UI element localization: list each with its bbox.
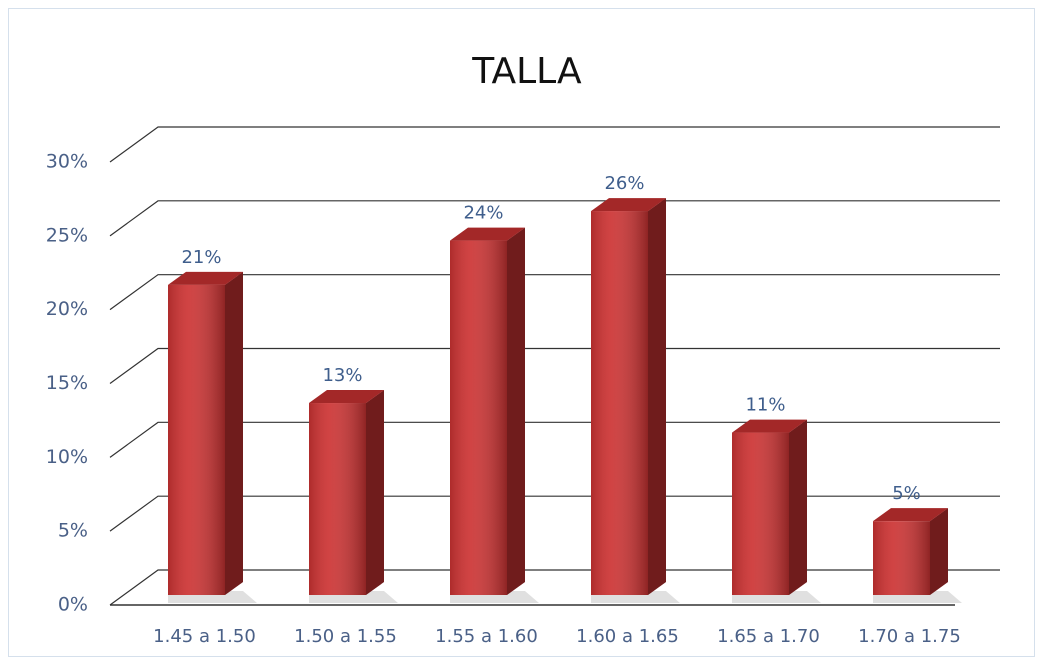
bar-side-shade bbox=[366, 390, 384, 595]
bar-side bbox=[225, 271, 243, 595]
bar-top bbox=[873, 508, 948, 522]
grid-line bbox=[109, 421, 1000, 458]
bar-side bbox=[930, 508, 948, 595]
value-label: 13% bbox=[322, 365, 362, 386]
x-tick-label: 1.60 a 1.65 bbox=[576, 626, 679, 647]
bar-top-shade bbox=[591, 198, 666, 212]
bar-shade bbox=[732, 432, 789, 595]
bar-side bbox=[648, 198, 666, 596]
bar-top-shade bbox=[450, 227, 525, 241]
bar-top-shade bbox=[732, 419, 807, 433]
bar-top-shade bbox=[873, 508, 948, 522]
y-tick-label: 0% bbox=[58, 594, 88, 616]
bar-side-shade bbox=[789, 419, 807, 595]
y-tick-label: 20% bbox=[46, 298, 88, 320]
bar-shade bbox=[309, 403, 366, 595]
bar-side-shade bbox=[930, 508, 948, 595]
bar-side bbox=[366, 390, 384, 595]
bar-top-shade bbox=[168, 271, 243, 285]
bar-top bbox=[309, 390, 384, 404]
value-label: 5% bbox=[892, 483, 921, 504]
bar-shade bbox=[168, 284, 225, 595]
grid-line bbox=[109, 274, 1000, 311]
chart-title: TALLA bbox=[471, 51, 582, 92]
y-tick-label: 30% bbox=[46, 151, 88, 173]
bar-top bbox=[168, 271, 243, 285]
x-tick-label: 1.65 a 1.70 bbox=[717, 626, 820, 647]
bar-top bbox=[732, 419, 807, 433]
bar-side bbox=[789, 419, 807, 595]
grid-line bbox=[109, 126, 1000, 163]
grid-line bbox=[109, 200, 1000, 237]
value-label: 26% bbox=[604, 173, 644, 194]
bar-side-shade bbox=[648, 198, 666, 596]
value-label: 21% bbox=[181, 247, 221, 268]
x-tick-label: 1.70 a 1.75 bbox=[858, 626, 961, 647]
y-tick-label: 15% bbox=[46, 372, 88, 394]
bar-top-shade bbox=[309, 390, 384, 404]
value-label: 11% bbox=[745, 395, 785, 416]
value-label: 24% bbox=[463, 203, 503, 224]
bar-side bbox=[507, 227, 525, 595]
x-tick-label: 1.50 a 1.55 bbox=[294, 626, 397, 647]
bar-side-shade bbox=[225, 271, 243, 595]
bar-top bbox=[450, 227, 525, 241]
y-tick-label: 10% bbox=[46, 446, 88, 468]
y-tick-label: 5% bbox=[58, 520, 88, 542]
bar-side-shade bbox=[507, 227, 525, 595]
x-tick-label: 1.55 a 1.60 bbox=[435, 626, 538, 647]
bar-shade bbox=[873, 521, 930, 595]
grid-line bbox=[109, 495, 1000, 532]
bar-shade bbox=[591, 211, 648, 596]
x-tick-label: 1.45 a 1.50 bbox=[153, 626, 256, 647]
grid-line bbox=[109, 569, 1000, 606]
bar-top bbox=[591, 198, 666, 212]
bar-shade bbox=[450, 240, 507, 595]
y-tick-label: 25% bbox=[46, 224, 88, 246]
grid-line bbox=[109, 347, 1000, 384]
